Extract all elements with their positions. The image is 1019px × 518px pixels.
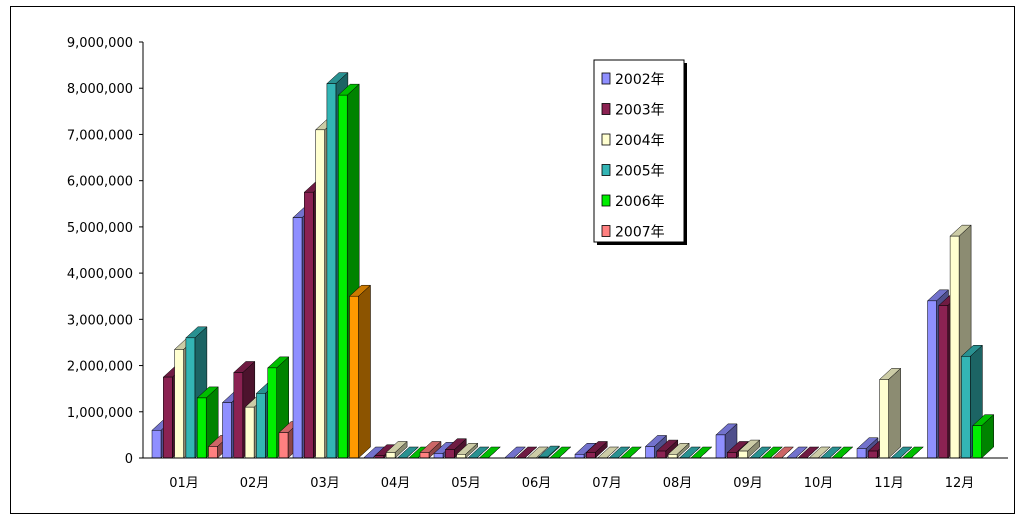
bar-04月-2004年 [385, 440, 408, 459]
chart-frame: 0 1,000,000 2,000,000 3,000,000 4,000,000 5,0… [10, 6, 1015, 514]
bar-front-face [163, 376, 173, 459]
bar-front-face [972, 425, 982, 459]
bar-front-face [337, 94, 348, 459]
bar-03月-2007年 [348, 284, 372, 459]
x-tick-label: 01月 [169, 476, 199, 491]
bar-front-face [244, 406, 255, 459]
x-tick-label: 05月 [451, 476, 481, 491]
bar-05月-2004年 [455, 442, 479, 459]
x-tick-label: 03月 [310, 476, 340, 491]
bar-front-face [292, 217, 303, 459]
legend-swatch [601, 194, 611, 207]
bar-front-face [256, 393, 266, 459]
bar-front-face [433, 453, 444, 459]
y-tick-label: 4,000,000 [67, 267, 133, 282]
bar-side-face [888, 367, 901, 459]
bar-side-face [358, 284, 371, 459]
bar-front-face [938, 305, 949, 459]
bar-front-face [267, 367, 277, 459]
bar-front-face [949, 235, 960, 459]
bar-08月-2004年 [667, 442, 690, 459]
bar-front-face [304, 191, 314, 459]
bar-12月-2006年 [972, 414, 995, 459]
legend-swatch [601, 164, 611, 176]
bar-11月-2004年 [878, 367, 902, 459]
bar-front-face [856, 448, 867, 459]
bar-front-face [574, 454, 585, 459]
y-tick-label: 7,000,000 [67, 128, 133, 143]
x-tick-label: 08月 [663, 476, 693, 491]
bar-front-face [196, 397, 207, 459]
legend-label: 2004年 [615, 133, 665, 149]
legend-box [593, 59, 685, 243]
x-tick-label: 10月 [804, 476, 834, 491]
bar-front-face [927, 300, 937, 459]
bar-front-face [419, 452, 430, 459]
bar-front-face [185, 337, 196, 459]
x-tick-label: 11月 [874, 476, 904, 491]
bar-04月-2007年 [419, 440, 442, 459]
bar-front-face [445, 449, 455, 459]
legend-swatch [601, 72, 611, 85]
bar-front-face [326, 83, 337, 459]
y-tick-label: 5,000,000 [67, 221, 133, 236]
bar-chart: 0 1,000,000 2,000,000 3,000,000 4,000,000 5,0… [67, 36, 1008, 491]
bar-front-face [278, 432, 289, 459]
bar-front-face [727, 452, 737, 459]
bar-front-face [656, 450, 667, 459]
bar-front-face [715, 434, 726, 459]
x-tick-label: 09月 [733, 476, 763, 491]
bar-front-face [879, 379, 889, 459]
y-tick-label: 0 [125, 452, 133, 467]
bar-front-face [961, 356, 971, 459]
bar-front-face [385, 452, 396, 459]
bar-front-face [174, 349, 184, 459]
bar-front-face [667, 454, 678, 459]
legend-swatch [601, 225, 611, 237]
y-tick-label: 2,000,000 [67, 360, 133, 375]
bar-09月-2004年 [737, 439, 761, 459]
y-tick-label: 8,000,000 [67, 82, 133, 97]
bar-front-face [349, 295, 359, 459]
y-tick-label: 9,000,000 [67, 36, 133, 51]
x-tick-label: 02月 [240, 476, 270, 491]
legend-label: 2002年 [615, 72, 665, 88]
y-tick-label: 6,000,000 [67, 175, 133, 190]
bar-07月-2003年 [585, 440, 608, 459]
bar-front-face [738, 450, 748, 459]
legend-label: 2006年 [615, 194, 665, 210]
legend-label: 2003年 [615, 103, 665, 119]
x-tick-label: 12月 [945, 476, 975, 491]
y-tick-label: 1,000,000 [67, 406, 133, 421]
bar-front-face [151, 430, 162, 459]
bar-front-face [315, 129, 325, 459]
bar-front-face [233, 372, 244, 459]
bar-front-face [208, 446, 218, 459]
legend-swatch [601, 103, 611, 115]
bar-front-face [645, 446, 655, 459]
bar-front-face [222, 402, 232, 459]
x-tick-label: 04月 [381, 476, 411, 491]
legend-swatch [601, 133, 611, 146]
legend-label: 2005年 [615, 164, 665, 180]
bar-front-face [586, 452, 596, 459]
y-tick-label: 3,000,000 [67, 313, 133, 328]
legend-label: 2007年 [615, 225, 665, 241]
x-tick-label: 07月 [592, 476, 622, 491]
x-tick-label: 06月 [522, 476, 552, 491]
bar-front-face [456, 454, 466, 459]
bar-front-face [868, 450, 878, 459]
